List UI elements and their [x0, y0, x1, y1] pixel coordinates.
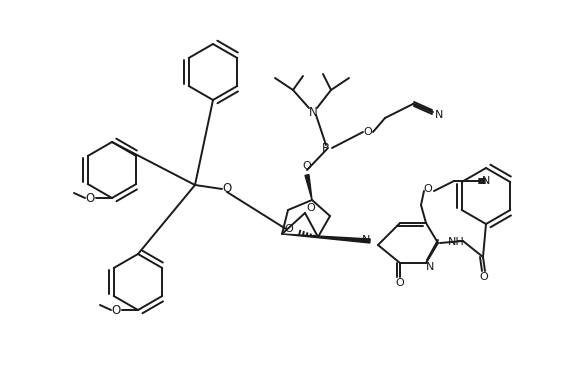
Text: O: O — [285, 224, 293, 234]
Text: N: N — [482, 176, 490, 186]
Text: N: N — [362, 235, 370, 245]
Text: O: O — [222, 183, 231, 195]
Text: O: O — [85, 192, 94, 204]
Text: NH: NH — [448, 237, 465, 247]
Text: O: O — [307, 203, 315, 213]
Text: O: O — [424, 184, 433, 194]
Text: P: P — [321, 142, 328, 154]
Text: O: O — [111, 303, 121, 317]
Polygon shape — [305, 175, 312, 200]
Text: O: O — [364, 127, 373, 137]
Text: N: N — [308, 106, 317, 118]
Text: O: O — [303, 161, 311, 171]
Polygon shape — [282, 234, 370, 243]
Text: O: O — [480, 272, 489, 282]
Text: O: O — [396, 278, 405, 288]
Text: N: N — [426, 262, 434, 272]
Text: N: N — [435, 110, 443, 120]
